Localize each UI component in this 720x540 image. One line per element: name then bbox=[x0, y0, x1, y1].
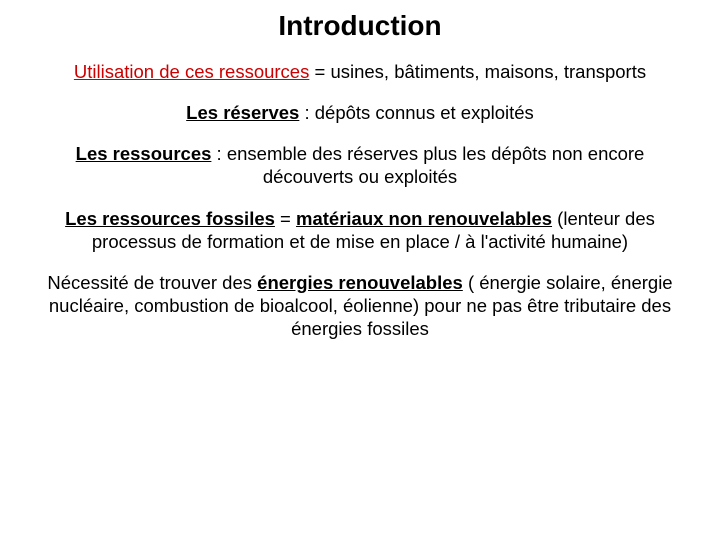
text-utilisation-def: = usines, bâtiments, maisons, transports bbox=[309, 61, 646, 82]
text-necessite-a: Nécessité de trouver des bbox=[47, 272, 257, 293]
text-ressources-def: : ensemble des réserves plus les dépôts … bbox=[211, 143, 644, 187]
slide: Introduction Utilisation de ces ressourc… bbox=[0, 0, 720, 540]
paragraph-utilisation: Utilisation de ces ressources = usines, … bbox=[30, 60, 690, 83]
paragraph-reserves: Les réserves : dépôts connus et exploité… bbox=[30, 101, 690, 124]
paragraph-ressources: Les ressources : ensemble des réserves p… bbox=[30, 142, 690, 188]
term-reserves: Les réserves bbox=[186, 102, 299, 123]
text-eq: = bbox=[275, 208, 296, 229]
paragraph-necessite: Nécessité de trouver des énergies renouv… bbox=[30, 271, 690, 340]
text-reserves-def: : dépôts connus et exploités bbox=[299, 102, 533, 123]
term-fossiles: Les ressources fossiles bbox=[65, 208, 275, 229]
page-title: Introduction bbox=[30, 10, 690, 42]
paragraph-fossiles: Les ressources fossiles = matériaux non … bbox=[30, 207, 690, 253]
term-non-renouvelables: matériaux non renouvelables bbox=[296, 208, 552, 229]
term-ressources: Les ressources bbox=[76, 143, 212, 164]
term-utilisation: Utilisation de ces ressources bbox=[74, 61, 309, 82]
term-renouvelables: énergies renouvelables bbox=[257, 272, 463, 293]
